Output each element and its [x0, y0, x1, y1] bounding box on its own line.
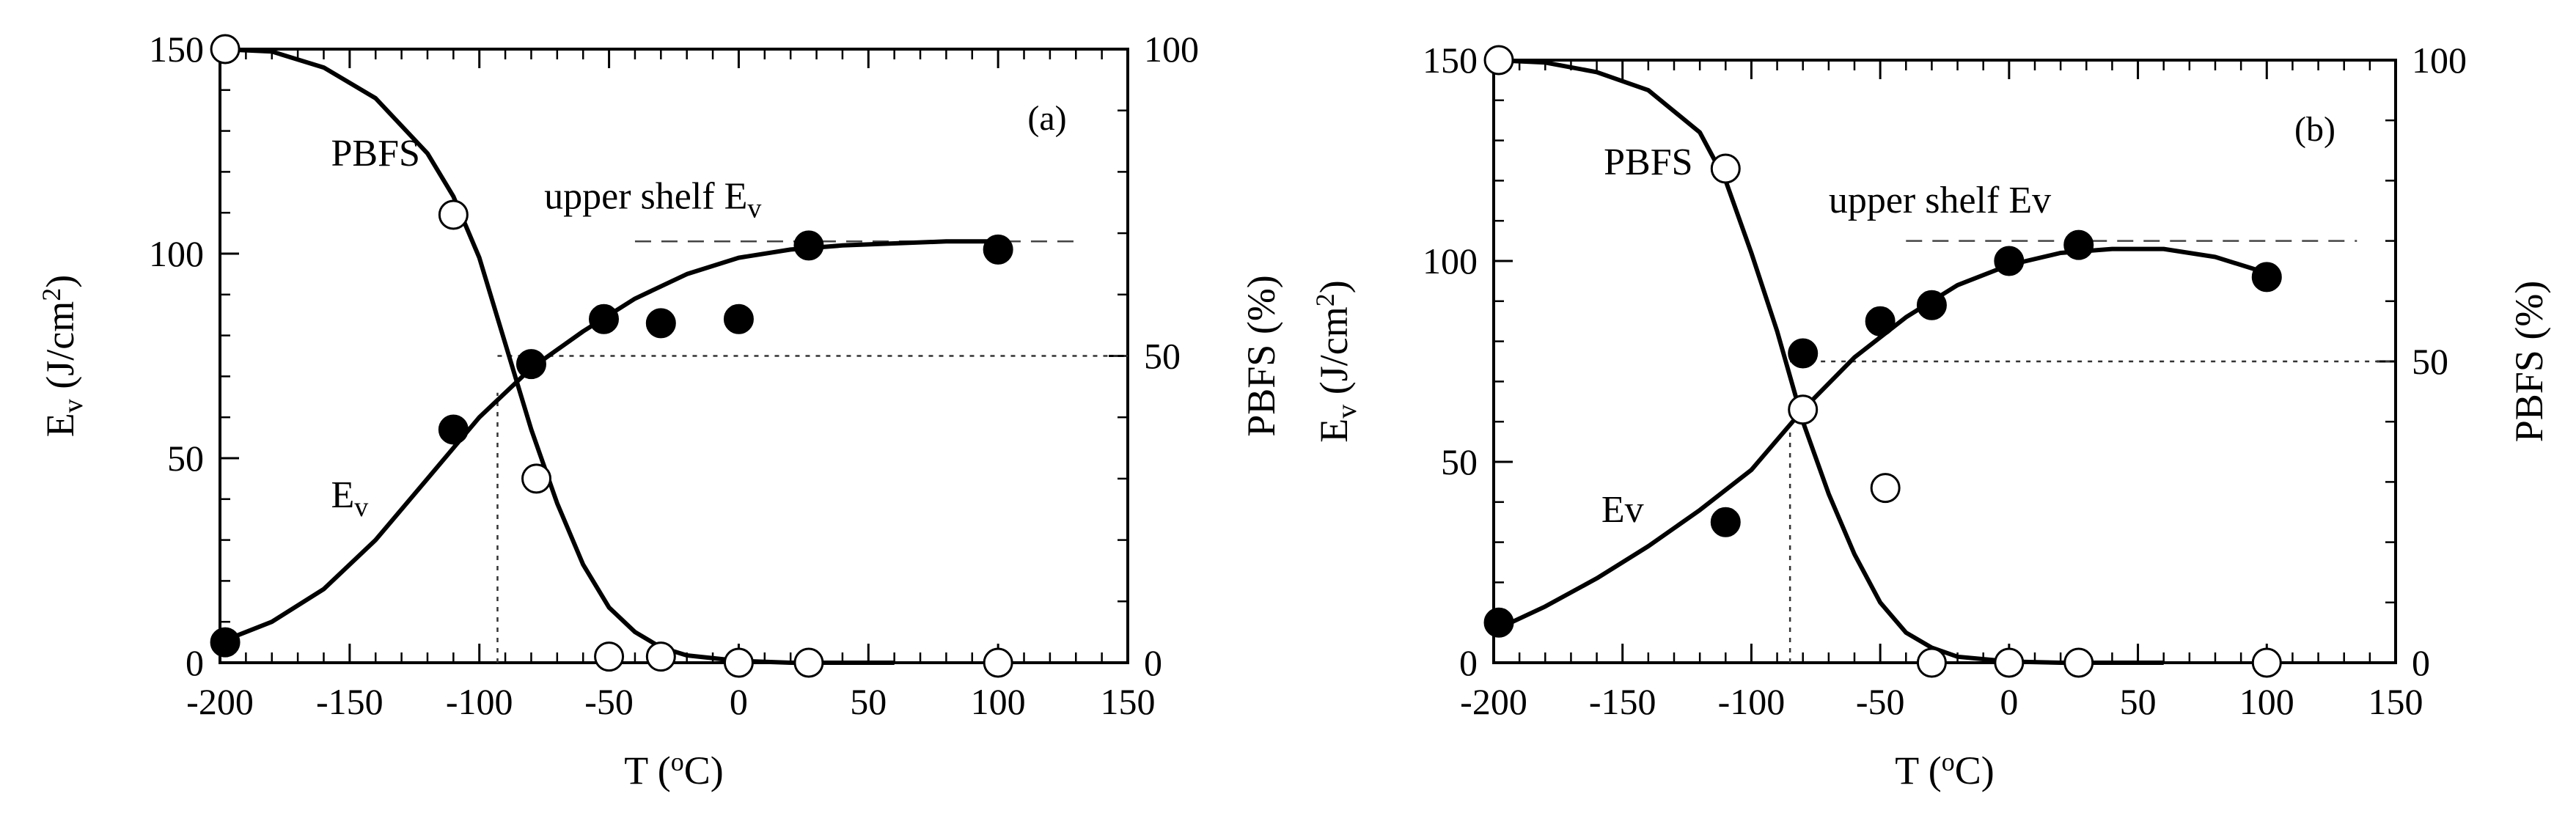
y-left-tick-label: 150 [1423, 40, 1478, 81]
ev-data-point [1710, 507, 1741, 537]
y-left-axis-label: Ev (J/cm2) [1310, 280, 1362, 442]
ev-data-point [1483, 607, 1514, 638]
y-left-axis-label: Ev (J/cm2) [37, 275, 89, 437]
ev-data-point [1994, 246, 2025, 276]
ev-annotation: Ev [331, 474, 368, 523]
pbfs-data-point [793, 647, 824, 678]
x-tick-label: -50 [1856, 681, 1905, 722]
x-tick-label: -200 [1460, 681, 1527, 722]
upper-shelf-annotation: upper shelf Ev [1829, 180, 2051, 221]
pbfs-data-point [1994, 647, 2025, 678]
ev-data-point [645, 308, 676, 339]
ev-fit-curve [219, 239, 999, 644]
ev-data-point [983, 234, 1013, 265]
pbfs-data-point [1916, 647, 1947, 678]
y-right-tick-label: 0 [2412, 642, 2430, 683]
x-tick-label: 150 [1101, 681, 1156, 722]
pbfs-data-point [645, 641, 676, 672]
x-tick-label: 0 [2000, 681, 2018, 722]
pbfs-data-point [2063, 647, 2094, 678]
ev-data-point [515, 349, 546, 380]
y-right-axis-label: PBFS (%) [1239, 275, 1283, 437]
pbfs-data-point [1870, 473, 1901, 504]
x-tick-label: -100 [1718, 681, 1786, 722]
x-tick-label: 0 [730, 681, 748, 722]
pbfs-data-point [723, 647, 754, 678]
panel-label: (a) [1027, 99, 1066, 138]
y-left-tick-label: 100 [1423, 240, 1478, 282]
y-right-axis-label: PBFS (%) [2507, 281, 2551, 443]
x-tick-label: 150 [2368, 681, 2423, 722]
ev-data-point [1865, 306, 1896, 336]
pbfs-data-point [1788, 394, 1819, 425]
y-left-tick-label: 50 [1441, 441, 1478, 482]
y-left-tick-label: 0 [1459, 642, 1478, 683]
ev-data-point [1788, 338, 1819, 369]
ev-data-point [2251, 262, 2282, 293]
y-right-tick-label: 0 [1144, 642, 1162, 683]
pbfs-data-point [2251, 647, 2282, 678]
ev-fit-curve [1492, 246, 2268, 633]
ev-data-point [1916, 290, 1947, 320]
pbfs-fit-curve [1493, 58, 2164, 665]
pbfs-fit-curve [219, 47, 895, 665]
x-tick-label: -150 [316, 681, 384, 722]
pbfs-data-point [594, 641, 625, 672]
pbfs-data-point [438, 199, 469, 230]
y-right-tick-label: 50 [1144, 336, 1181, 377]
upper-shelf-annotation: upper shelf Ev [544, 176, 761, 224]
pbfs-data-point [1483, 45, 1514, 76]
x-tick-label: -200 [186, 681, 254, 722]
ev-data-point [438, 414, 469, 445]
ev-data-point [723, 304, 754, 334]
x-tick-label: -150 [1589, 681, 1656, 722]
y-right-tick-label: 50 [2412, 341, 2448, 382]
x-axis-label: T (oC) [1895, 747, 1995, 792]
panel-a: -200 -150 -100 -50 0 50 100 150050100150050100T… [37, 29, 1283, 792]
ev-data-point [588, 304, 619, 334]
panel-label: (b) [2294, 110, 2335, 149]
x-tick-label: 100 [971, 681, 1026, 722]
pbfs-data-point [521, 463, 552, 494]
panel-b: -200 -150 -100 -50 0 50 100 150050100150050100T… [1310, 40, 2551, 792]
y-right-tick-label: 100 [2412, 40, 2467, 81]
y-left-tick-label: 0 [186, 642, 204, 683]
pbfs-data-point [1710, 153, 1741, 184]
ev-annotation: Ev [1601, 489, 1644, 531]
x-axis-label: T (oC) [624, 747, 724, 792]
x-tick-label: -50 [584, 681, 634, 722]
x-tick-label: 100 [2239, 681, 2294, 722]
pbfs-data-point [983, 647, 1013, 678]
y-right-tick-label: 100 [1144, 29, 1199, 70]
x-tick-label: -100 [446, 681, 513, 722]
y-left-tick-label: 100 [149, 233, 204, 274]
pbfs-data-point [210, 34, 241, 65]
y-left-tick-label: 50 [167, 438, 204, 479]
x-tick-label: 50 [850, 681, 887, 722]
ev-data-point [210, 627, 241, 658]
y-left-tick-label: 150 [149, 29, 204, 70]
ev-data-point [793, 230, 824, 261]
ev-data-point [2063, 229, 2094, 260]
pbfs-annotation: PBFS [1604, 141, 1692, 183]
x-tick-label: 50 [2120, 681, 2157, 722]
pbfs-annotation: PBFS [331, 133, 420, 174]
